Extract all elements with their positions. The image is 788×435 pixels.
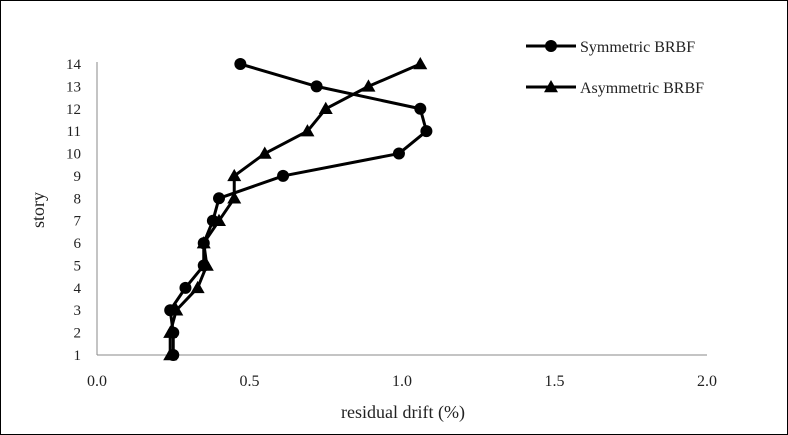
- x-tick-label: 1.5: [545, 373, 565, 390]
- x-tick-label: 0.5: [240, 373, 260, 390]
- y-tick-label: 11: [67, 124, 81, 140]
- y-tick-label: 7: [74, 214, 82, 230]
- triangle-point: [212, 213, 226, 226]
- y-tick-label: 12: [66, 102, 81, 118]
- triangle-point: [163, 348, 178, 361]
- triangle-point: [199, 258, 214, 271]
- y-tick-label: 3: [74, 303, 82, 319]
- legend: Symmetric BRBF Asymmetric BRBF: [526, 39, 704, 97]
- circle-point: [213, 192, 225, 205]
- y-tick-label: 10: [66, 147, 81, 163]
- triangle-point: [361, 79, 376, 92]
- triangle-point: [190, 280, 205, 294]
- series-0: [164, 58, 433, 361]
- triangle-point: [318, 101, 333, 115]
- circle-point: [179, 281, 192, 294]
- x-axis-label: residual drift (%): [341, 402, 465, 423]
- triangle-point: [227, 168, 242, 182]
- triangle-point: [257, 146, 272, 159]
- y-tick-label: 4: [74, 281, 82, 297]
- series-line: [168, 62, 421, 355]
- y-tick-label: 8: [74, 191, 82, 207]
- y-tick-label: 13: [66, 79, 81, 95]
- legend-label: Asymmetric BRBF: [580, 80, 704, 97]
- y-tick-label: 9: [74, 169, 82, 185]
- triangle-point: [196, 236, 211, 249]
- circle-point: [310, 80, 323, 93]
- legend-item: Symmetric BRBF: [526, 39, 695, 56]
- triangle-point: [300, 124, 315, 137]
- circle-point: [414, 102, 427, 115]
- y-tick-label: 2: [74, 326, 82, 342]
- circle-point: [420, 125, 433, 138]
- y-tick-label: 6: [74, 236, 82, 252]
- triangle-point: [227, 191, 242, 204]
- series-1: [163, 57, 428, 361]
- y-tick-label: 14: [66, 57, 82, 73]
- x-tick-label: 0.0: [87, 373, 107, 390]
- x-tick-label: 1.0: [392, 373, 412, 390]
- circle-point: [234, 58, 247, 70]
- triangle-point: [413, 57, 428, 70]
- y-tick-label: 5: [74, 258, 82, 274]
- y-tick-label: 1: [74, 348, 82, 364]
- series-line: [168, 62, 428, 355]
- axes: [96, 62, 707, 356]
- x-tick-label: 2.0: [697, 373, 717, 390]
- triangle-point: [169, 303, 184, 316]
- legend-label: Symmetric BRBF: [580, 39, 695, 56]
- circle-point: [392, 147, 405, 160]
- series-layer: [163, 57, 433, 361]
- triangle-point: [163, 325, 178, 338]
- y-axis-label: story: [28, 192, 48, 228]
- legend-item: Asymmetric BRBF: [526, 80, 704, 97]
- legend-circle-marker: [545, 40, 557, 52]
- legend-triangle-marker: [544, 80, 558, 93]
- circle-point: [277, 169, 290, 182]
